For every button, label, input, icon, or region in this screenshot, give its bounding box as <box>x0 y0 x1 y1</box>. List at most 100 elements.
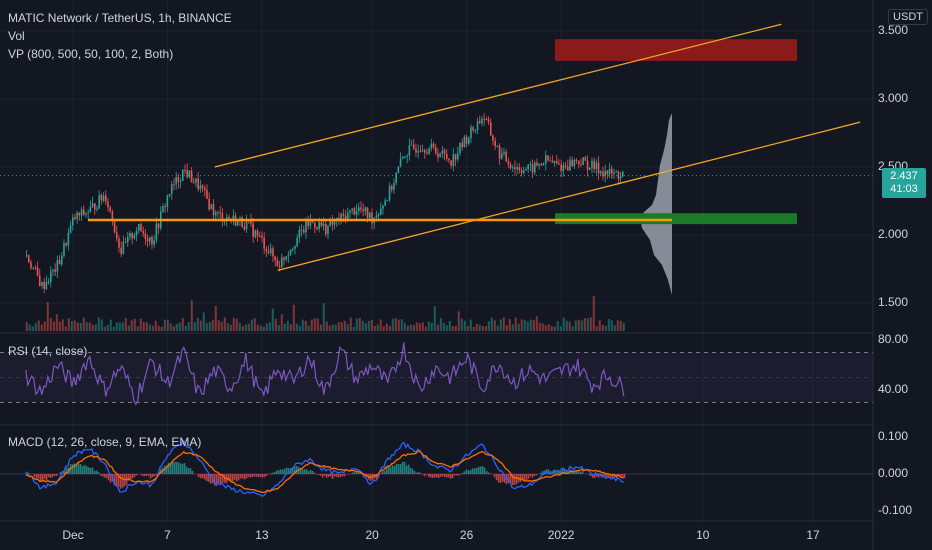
volume-bar <box>520 319 523 331</box>
candle-body <box>529 164 532 166</box>
macd-histogram-bar <box>453 474 456 476</box>
candle-body <box>604 170 606 177</box>
macd-histogram-bar <box>577 471 580 474</box>
macd-histogram-bar <box>359 472 362 474</box>
candle-body <box>500 153 503 159</box>
candle-body <box>404 156 406 158</box>
candle-body <box>43 282 45 289</box>
volume-bar <box>505 325 508 331</box>
macd-histogram-bar <box>469 469 472 474</box>
volume-bar <box>100 319 103 331</box>
volume-bar <box>211 319 214 331</box>
volume-bar <box>244 324 247 331</box>
macd-histogram-bar <box>543 470 546 474</box>
candle-body <box>217 212 219 214</box>
volume-bar <box>352 326 355 331</box>
candle-body <box>199 185 202 190</box>
volume-bar <box>601 324 604 331</box>
macd-histogram-bar <box>535 474 538 476</box>
volume-bar <box>598 320 601 331</box>
candle-body <box>419 151 422 153</box>
macd-histogram-bar <box>573 471 576 474</box>
candle-body <box>250 220 252 224</box>
volume-bar <box>235 318 238 331</box>
volume-bar <box>442 322 445 331</box>
macd-histogram-bar <box>219 474 222 485</box>
candle-body <box>74 217 76 220</box>
last-price-value: 2.437 <box>890 169 918 182</box>
candle-body <box>476 121 479 130</box>
volume-bar <box>436 324 439 331</box>
macd-histogram-bar <box>521 474 524 481</box>
macd-histogram-bar <box>203 474 206 480</box>
candle-body <box>406 155 408 157</box>
candle-body <box>190 170 193 183</box>
candle-body <box>85 213 87 215</box>
macd-legend[interactable]: MACD (12, 26, close, 9, EMA, EMA) <box>8 435 202 449</box>
volume-bar <box>604 325 607 331</box>
volume-bar <box>376 324 379 331</box>
volume-bar <box>394 318 397 331</box>
candle-body <box>269 248 272 254</box>
macd-histogram-bar <box>43 474 46 480</box>
macd-histogram-bar <box>309 469 312 474</box>
candle-body <box>439 154 441 158</box>
volume-bar <box>67 318 70 331</box>
candle-body <box>236 219 239 226</box>
macd-histogram-bar <box>319 474 322 476</box>
volume-bar <box>163 319 166 331</box>
candle-body <box>133 235 136 239</box>
macd-histogram-bar <box>455 474 458 476</box>
volume-bar <box>286 320 289 331</box>
volume-bar <box>541 323 544 331</box>
candle-body <box>423 150 426 153</box>
volume-profile-legend[interactable]: VP (800, 500, 50, 100, 2, Both) <box>8 47 174 61</box>
macd-histogram-bar <box>595 474 598 477</box>
macd-histogram-bar <box>301 469 304 474</box>
candle-body <box>434 147 437 154</box>
volume-bar <box>208 321 211 331</box>
macd-histogram-bar <box>145 474 148 476</box>
macd-histogram-bar <box>73 463 76 474</box>
macd-histogram-bar <box>39 474 42 482</box>
macd-histogram-bar <box>385 467 388 474</box>
macd-histogram-bar <box>165 464 168 474</box>
time-axis-tick: 2022 <box>547 528 575 542</box>
candle-body <box>173 184 175 186</box>
candle-body <box>428 148 430 154</box>
candle-body <box>285 256 287 260</box>
trend-lines[interactable] <box>0 23 873 271</box>
volume-bar <box>49 317 52 331</box>
candle-body <box>509 164 512 168</box>
candle-body <box>118 238 120 248</box>
time-axis-tick: 17 <box>806 528 820 542</box>
volume-bar <box>379 319 382 331</box>
time-axis-tick: 13 <box>255 528 269 542</box>
currency-badge[interactable]: USDT <box>888 9 928 25</box>
macd-histogram-bar <box>417 471 420 474</box>
volume-bar <box>283 323 286 331</box>
candle-body <box>87 212 89 214</box>
volume-bar <box>373 325 376 331</box>
last-price-tag: 2.437 41:03 <box>882 167 926 198</box>
candle-body <box>496 145 499 147</box>
volume-bar <box>514 317 517 331</box>
macd-histogram-bar <box>171 462 174 474</box>
volume-bar <box>256 324 259 331</box>
rsi-legend[interactable]: RSI (14, close) <box>8 344 88 358</box>
volume-bar <box>304 320 307 331</box>
candle-body <box>197 178 199 190</box>
candle-body <box>527 164 529 170</box>
macd-histogram-bar <box>173 461 176 474</box>
macd-histogram-bar <box>437 474 440 479</box>
volume-bar <box>559 326 562 331</box>
candle-body <box>450 160 452 166</box>
candle-body <box>569 159 571 171</box>
candle-body <box>175 177 177 185</box>
macd-histogram-bar <box>363 474 366 477</box>
symbol-title[interactable]: MATIC Network / TetherUS, 1h, BINANCE <box>8 11 232 25</box>
candle-body <box>525 169 527 171</box>
volume-legend[interactable]: Vol <box>8 29 25 43</box>
candle-body <box>241 217 243 227</box>
